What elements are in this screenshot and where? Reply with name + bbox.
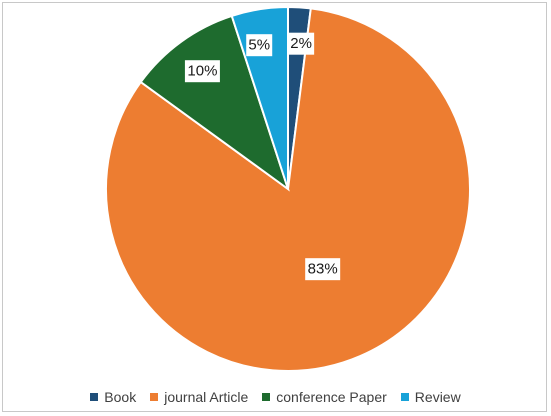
data-label-journal-article: 83% [305,258,341,281]
legend-item-book: Book [90,389,136,405]
legend-swatch-review [400,393,409,401]
data-label-book: 2% [288,32,315,55]
legend-swatch-book [90,393,99,401]
data-label-review: 5% [246,34,273,57]
data-label-conference-paper: 10% [184,60,220,83]
pie-chart: 2% 83% 10% 5% [105,5,471,372]
legend-label-journal-article: journal Article [164,389,249,405]
data-label-text-book: 2% [290,35,312,52]
data-label-box-journal-article [305,258,341,281]
legend-label-conference-paper: conference Paper [276,389,387,405]
legend-item-review: Review [400,389,461,405]
pie-slice-conference-paper [139,14,290,192]
legend-label-review: Review [414,389,461,405]
data-label-text-journal-article: 83% [308,261,338,278]
data-label-text-review: 5% [248,37,270,54]
legend-item-conference-paper: conference Paper [262,389,387,405]
data-label-box-conference-paper [184,60,220,83]
data-label-text-conference-paper: 10% [187,63,217,80]
data-label-box-book [288,32,315,55]
chart-area: 2% 83% 10% 5% Book journal Article conferen… [2,2,547,412]
legend: Book journal Article conference Paper Re… [3,385,548,409]
legend-swatch-conference-paper [262,393,271,401]
data-label-box-review [246,34,273,57]
legend-item-journal-article: journal Article [150,389,248,405]
legend-label-book: Book [104,389,137,405]
pie-slice-review [230,5,289,190]
legend-swatch-journal-article [150,393,159,401]
